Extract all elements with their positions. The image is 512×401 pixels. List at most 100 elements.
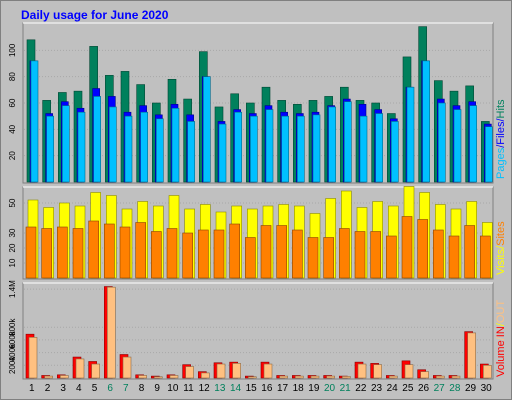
bar-out-day-10 — [169, 375, 179, 379]
bar-pages-day-9 — [156, 118, 164, 183]
bar-sites-day-11 — [182, 232, 193, 279]
x-tick-label-day-3: 3 — [60, 383, 66, 394]
bar-sites-day-13 — [213, 229, 225, 279]
hits-files-pages-panel: 20 40 60 80 100 — [8, 22, 494, 184]
legend-entry: IN — [495, 326, 507, 337]
bar-out-day-8 — [138, 375, 147, 379]
legend-entry: Hits — [495, 99, 507, 118]
legend-entry: / — [495, 322, 507, 326]
bar-pages-day-4 — [77, 111, 86, 183]
x-tick-label-day-20: 20 — [324, 383, 336, 394]
legend-entry: OUT — [495, 300, 507, 324]
bar-sites-day-4 — [72, 228, 84, 279]
bar-sites-day-21 — [339, 228, 350, 279]
bar-pages-day-24 — [391, 121, 399, 183]
bar-out-day-26 — [420, 371, 429, 379]
plot-area — [22, 282, 494, 380]
bar-out-day-13 — [216, 363, 226, 379]
x-tick-label-day-2: 2 — [45, 383, 51, 394]
bar-pages-day-23 — [375, 113, 383, 183]
bar-pages-day-8 — [140, 111, 148, 183]
bar-out-day-16 — [263, 363, 273, 379]
bar-sites-day-7 — [119, 226, 131, 279]
bar-out-day-7 — [122, 356, 132, 379]
legend-visits-panel: Visits/Sites — [495, 221, 507, 275]
bar-out-day-5 — [91, 363, 100, 379]
bar-sites-day-9 — [151, 231, 162, 279]
bar-sites-day-26 — [417, 219, 428, 279]
legend-entry: Pages — [495, 147, 507, 179]
y-tick-label: 200k — [8, 356, 17, 374]
bar-sites-day-27 — [433, 229, 444, 279]
x-tick-label-day-22: 22 — [355, 383, 367, 394]
bar-sites-day-3 — [57, 226, 68, 279]
y-tick-label: 100 — [8, 43, 17, 57]
bar-pages-day-7 — [124, 115, 133, 183]
bar-out-day-2 — [44, 375, 53, 379]
bar-out-day-23 — [373, 364, 382, 379]
x-tick-label-day-30: 30 — [481, 383, 493, 394]
bar-out-day-20 — [326, 375, 335, 379]
x-tick-label-day-10: 10 — [167, 383, 179, 394]
bar-sites-day-14 — [229, 223, 240, 279]
bar-pages-day-30 — [485, 126, 493, 183]
x-tick-label-day-26: 26 — [418, 383, 430, 394]
y-tick-label: 30 — [8, 228, 17, 237]
bar-out-day-14 — [232, 363, 241, 379]
legend-volume-panel: Volume/IN/OUT — [495, 300, 507, 377]
bar-pages-day-6 — [109, 106, 117, 183]
legend-hits-panel: Pages/Files/Hits — [495, 99, 507, 179]
bar-pages-day-12 — [203, 76, 211, 183]
bar-sites-day-17 — [276, 225, 287, 279]
x-tick-label-day-14: 14 — [230, 383, 242, 394]
bar-sites-day-2 — [41, 228, 52, 279]
bar-out-day-25 — [404, 364, 414, 379]
y-tick-label: 60 — [8, 98, 17, 107]
bar-pages-day-20 — [328, 106, 336, 183]
x-tick-label-day-16: 16 — [261, 383, 273, 394]
x-tick-label-day-6: 6 — [107, 383, 113, 394]
bar-sites-day-16 — [260, 225, 272, 279]
bar-pages-day-11 — [187, 121, 195, 183]
x-tick-label-day-5: 5 — [92, 383, 98, 394]
legend-entry: / — [495, 336, 507, 340]
chart-title: Daily usage for June 2020 — [21, 8, 169, 22]
bar-pages-day-25 — [406, 86, 415, 183]
x-tick-label-day-25: 25 — [402, 383, 414, 394]
bar-sites-day-28 — [448, 235, 460, 279]
visits-sites-panel: 10 20 30 50 — [8, 186, 494, 280]
bar-pages-day-10 — [171, 107, 180, 183]
bar-pages-day-19 — [312, 114, 321, 183]
x-tick-label-day-7: 7 — [123, 383, 129, 394]
bar-out-day-17 — [279, 375, 288, 379]
y-tick-label: 1.4M — [8, 280, 17, 298]
bar-sites-day-22 — [354, 231, 366, 279]
bar-sites-day-5 — [88, 220, 99, 279]
bar-out-day-6 — [107, 286, 116, 379]
bar-out-day-1 — [28, 337, 38, 379]
legend-entry: Files — [495, 121, 507, 145]
bar-pages-day-27 — [438, 102, 446, 183]
bar-sites-day-19 — [307, 237, 319, 279]
bar-pages-day-18 — [297, 115, 305, 183]
bar-sites-day-15 — [245, 237, 256, 279]
bar-sites-day-12 — [198, 229, 209, 279]
y-tick-label: 20 — [8, 151, 17, 160]
bar-pages-day-29 — [469, 105, 477, 183]
bar-pages-day-22 — [359, 115, 368, 183]
y-tick-label: 800k — [8, 318, 17, 336]
bar-sites-day-10 — [166, 228, 178, 279]
bar-sites-day-6 — [104, 223, 115, 279]
bar-out-day-19 — [310, 375, 320, 379]
bar-pages-day-5 — [93, 96, 101, 183]
bar-out-day-21 — [342, 376, 351, 379]
bar-out-day-11 — [185, 366, 194, 379]
y-tick-label: 80 — [8, 72, 17, 81]
bar-sites-day-8 — [135, 222, 146, 279]
bar-out-day-3 — [60, 375, 69, 379]
bar-out-day-15 — [248, 376, 257, 379]
bar-pages-day-1 — [30, 60, 39, 183]
